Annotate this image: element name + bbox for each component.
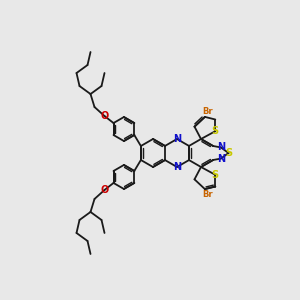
Text: O: O (100, 185, 109, 195)
Text: Br: Br (202, 107, 213, 116)
Text: N: N (217, 154, 225, 164)
Text: O: O (100, 111, 109, 121)
Text: Br: Br (202, 190, 213, 199)
Text: S: S (212, 170, 219, 180)
Text: N: N (173, 162, 181, 172)
Text: N: N (173, 134, 181, 144)
Text: N: N (217, 142, 225, 152)
Text: S: S (225, 148, 232, 158)
Text: S: S (212, 126, 219, 136)
